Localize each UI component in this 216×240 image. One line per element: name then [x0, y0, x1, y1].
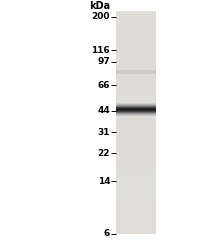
- Bar: [116, 148, 156, 150]
- Bar: [116, 111, 156, 114]
- Bar: [116, 25, 156, 28]
- Text: 14: 14: [98, 177, 110, 186]
- Text: 6: 6: [104, 229, 110, 239]
- Bar: [116, 70, 156, 74]
- Bar: [116, 142, 156, 145]
- Bar: [116, 195, 156, 198]
- Bar: [116, 201, 156, 203]
- Bar: [116, 100, 156, 103]
- Bar: [116, 223, 156, 226]
- Bar: [116, 72, 156, 75]
- Bar: [116, 47, 156, 50]
- Bar: [116, 228, 156, 231]
- Bar: [116, 220, 156, 223]
- Bar: [116, 145, 156, 148]
- Bar: [116, 11, 156, 14]
- Bar: [116, 128, 156, 131]
- Bar: [116, 108, 156, 111]
- Bar: [116, 120, 156, 122]
- Bar: [116, 36, 156, 39]
- Bar: [116, 167, 156, 170]
- Bar: [116, 16, 156, 19]
- Bar: [116, 133, 156, 136]
- Bar: [116, 103, 156, 106]
- Text: 22: 22: [98, 149, 110, 158]
- Bar: [116, 198, 156, 201]
- Bar: [116, 186, 156, 189]
- Bar: [116, 53, 156, 55]
- Bar: [116, 184, 156, 186]
- Text: 31: 31: [98, 128, 110, 137]
- Bar: [116, 114, 156, 117]
- Bar: [116, 231, 156, 234]
- Bar: [116, 125, 156, 128]
- Bar: [116, 136, 156, 139]
- Bar: [116, 33, 156, 36]
- Bar: [116, 50, 156, 53]
- Bar: [116, 150, 156, 153]
- Bar: [116, 66, 156, 69]
- Bar: [116, 156, 156, 159]
- Bar: [116, 153, 156, 156]
- Bar: [116, 39, 156, 42]
- Bar: [116, 95, 156, 97]
- Bar: [116, 83, 156, 86]
- Text: 97: 97: [97, 57, 110, 66]
- Bar: [116, 55, 156, 58]
- Bar: [116, 178, 156, 181]
- Bar: [116, 61, 156, 64]
- Bar: [116, 206, 156, 209]
- Text: 44: 44: [97, 106, 110, 115]
- Bar: [116, 106, 156, 108]
- Bar: [116, 75, 156, 78]
- Bar: [116, 14, 156, 16]
- Bar: [116, 175, 156, 178]
- Bar: [116, 78, 156, 81]
- Text: 66: 66: [98, 81, 110, 90]
- Bar: [116, 226, 156, 228]
- Bar: [116, 19, 156, 22]
- Bar: [116, 44, 156, 47]
- Bar: [116, 89, 156, 92]
- Bar: [116, 30, 156, 33]
- Bar: [116, 42, 156, 44]
- Bar: [116, 192, 156, 195]
- Bar: [116, 22, 156, 25]
- Bar: [116, 122, 156, 125]
- Bar: [116, 189, 156, 192]
- Text: kDa: kDa: [89, 1, 110, 11]
- Text: 116: 116: [91, 46, 110, 55]
- Bar: [116, 97, 156, 100]
- Bar: [116, 162, 156, 164]
- Bar: [116, 81, 156, 83]
- Bar: [116, 217, 156, 220]
- Text: 200: 200: [92, 12, 110, 21]
- Bar: [116, 173, 156, 175]
- Bar: [116, 164, 156, 167]
- Bar: [116, 215, 156, 217]
- Bar: [116, 58, 156, 61]
- Bar: [116, 69, 156, 72]
- Bar: [116, 28, 156, 30]
- Bar: [116, 181, 156, 184]
- Bar: [116, 139, 156, 142]
- Bar: [116, 117, 156, 120]
- Bar: [116, 92, 156, 95]
- Bar: [116, 212, 156, 215]
- Bar: [116, 64, 156, 66]
- Bar: [116, 203, 156, 206]
- Bar: [116, 131, 156, 133]
- Bar: [116, 209, 156, 212]
- Bar: [116, 86, 156, 89]
- Bar: [116, 159, 156, 162]
- Bar: [116, 170, 156, 173]
